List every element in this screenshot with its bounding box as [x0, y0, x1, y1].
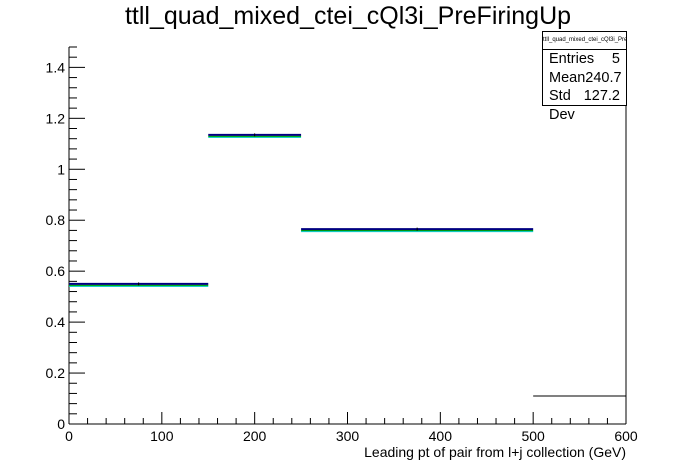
histogram-bars	[69, 133, 626, 397]
stats-stddev-value: 127.2	[583, 88, 620, 104]
y-tick-label: 1.2	[46, 110, 66, 126]
stats-stddev-row: Std Dev 127.2	[543, 87, 626, 123]
y-tick-label: 1	[57, 161, 65, 177]
stats-entries-label: Entries	[549, 51, 595, 67]
chart-title: ttll_quad_mixed_ctei_cQl3i_PreFiringUp	[124, 2, 572, 30]
x-tick-label: 200	[243, 428, 267, 444]
y-tick-label: 0	[57, 416, 65, 432]
y-tick-label: 0.6	[46, 263, 66, 279]
x-axis-label: Leading pt of pair from l+j collection (…	[364, 444, 626, 460]
stats-stddev-label: Std Dev	[549, 88, 575, 123]
x-tick-label: 400	[429, 428, 453, 444]
y-tick-label: 1.4	[46, 59, 66, 75]
stats-box-title: ttll_quad_mixed_ctei_cQl3i_PreFiringUp	[543, 32, 626, 50]
stats-mean-value: 240.7	[585, 69, 622, 86]
stats-mean-row: Mean 240.7	[543, 69, 626, 88]
y-tick-label: 0.2	[46, 365, 66, 381]
x-tick-label: 500	[521, 428, 545, 444]
y-tick-label: 0.8	[46, 212, 66, 228]
axis-ticks: 0 100 200 300 400 500 600 0 0.2 0.4 0.6 0.8 1 1.2 1.4	[46, 46, 638, 444]
stats-entries-row: Entries 5	[543, 50, 626, 69]
stats-entries-value: 5	[611, 51, 620, 67]
x-tick-label: 0	[65, 428, 73, 444]
x-tick-label: 300	[336, 428, 360, 444]
x-tick-label: 600	[614, 428, 638, 444]
y-tick-label: 0.4	[46, 314, 66, 330]
stats-box: ttll_quad_mixed_ctei_cQl3i_PreFiringUp E…	[542, 31, 627, 123]
stats-mean-label: Mean	[549, 69, 586, 86]
x-tick-label: 100	[150, 428, 174, 444]
